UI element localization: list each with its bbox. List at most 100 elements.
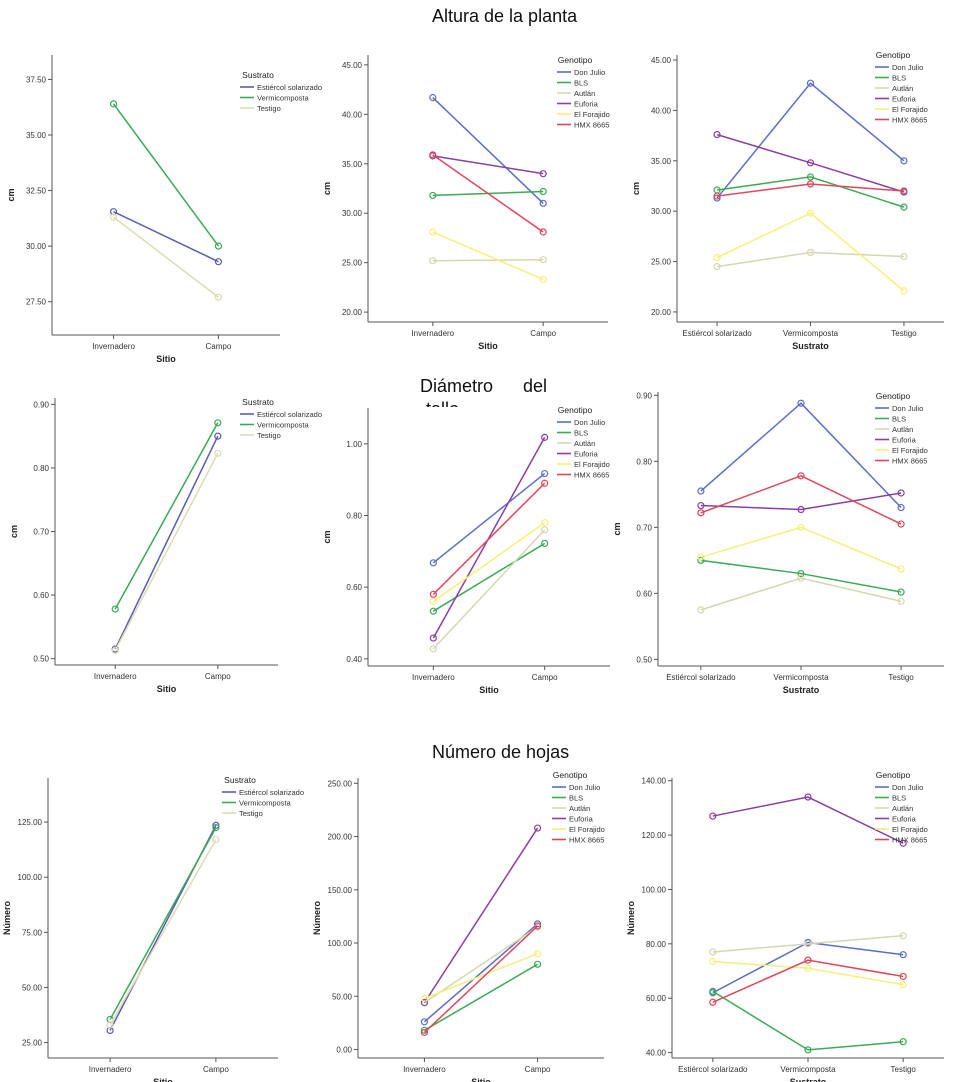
series-line-bls: [712, 990, 904, 1051]
data-point-autlan: [539, 256, 547, 264]
y-tick-label: 35.00: [26, 131, 47, 140]
legend-label: BLS: [892, 415, 906, 424]
data-point-bls: [533, 960, 542, 968]
y-tick-label: 0.50: [636, 655, 652, 664]
data-point-bls: [899, 1038, 907, 1046]
y-tick-label: 0.90: [636, 391, 652, 400]
x-tick-label: Vermicomposta: [783, 329, 839, 338]
legend-label: Don Julio: [892, 783, 923, 792]
y-tick-label: 0.70: [33, 528, 49, 537]
x-tick-label: Testigo: [891, 329, 917, 338]
data-point-bls: [429, 607, 437, 615]
data-point-vermicomposta: [214, 242, 223, 250]
legend-label: Don Julio: [892, 63, 923, 72]
x-tick-label: Estiércol solarizado: [678, 1065, 748, 1074]
y-tick-label: 37.50: [26, 75, 47, 84]
y-tick-label: 0.70: [636, 523, 652, 532]
y-tick-label: 27.50: [26, 298, 47, 307]
data-point-autlan: [429, 257, 437, 265]
legend-label: El Forajido: [892, 105, 928, 114]
series-line-vermicomposta: [109, 827, 217, 1020]
data-point-euforia: [806, 159, 815, 167]
legend-label: BLS: [574, 429, 588, 438]
series-line-don-julio: [712, 941, 904, 994]
series-line-el-forajido: [432, 231, 544, 281]
data-point-el-forajido: [539, 275, 547, 284]
x-axis-title: Sitio: [153, 1077, 173, 1082]
y-tick-label: 100.00: [642, 885, 667, 894]
data-point-hmx-8665: [697, 509, 705, 517]
series-line-bls: [700, 559, 902, 593]
legend-label: HMX 8665: [892, 836, 927, 845]
y-axis-title: cm: [322, 530, 332, 543]
series-line-hmx-8665: [423, 925, 539, 1033]
data-point-autlan: [713, 262, 721, 271]
y-tick-label: 30.00: [651, 207, 672, 216]
data-point-autlan: [804, 940, 812, 948]
data-point-el-forajido: [806, 209, 815, 217]
data-point-hmx-8665: [539, 228, 547, 236]
data-point-autlan: [897, 597, 905, 605]
legend-label: BLS: [574, 79, 588, 88]
data-point-don-julio: [797, 399, 805, 407]
legend-label: BLS: [569, 794, 583, 803]
series-line-estiercol-solarizado: [114, 435, 219, 650]
y-tick-label: 45.00: [342, 61, 363, 70]
data-point-euforia: [899, 839, 907, 847]
legend-label: HMX 8665: [574, 121, 609, 130]
y-axis-title: cm: [322, 182, 332, 195]
legend-title: Genotipo: [876, 50, 911, 60]
data-point-vermicomposta: [109, 100, 118, 108]
data-point-autlan: [806, 248, 815, 257]
x-axis-title: Sitio: [471, 1077, 491, 1082]
data-point-autlan: [709, 948, 717, 956]
x-axis-title: Sitio: [157, 684, 177, 694]
series-line-el-forajido: [712, 960, 904, 986]
y-tick-label: 20.00: [342, 308, 363, 317]
legend-label: Autlán: [574, 89, 595, 98]
series-line-autlan: [716, 251, 904, 268]
series-line-autlan: [432, 258, 544, 262]
data-point-vermicomposta: [212, 824, 220, 832]
series-line-el-forajido: [432, 522, 546, 603]
legend-label: Estiércol solarizado: [239, 788, 304, 797]
legend-label: Vermicomposta: [257, 421, 310, 430]
legend-label: El Forajido: [569, 825, 605, 834]
data-point-bls: [709, 987, 717, 995]
series-line-testigo: [113, 216, 219, 298]
series-line-autlan: [712, 934, 904, 953]
data-point-bls: [541, 539, 549, 548]
data-point-hmx-8665: [804, 956, 812, 964]
x-axis-title: Sustrato: [792, 341, 829, 351]
series-line-euforia: [432, 437, 546, 639]
y-tick-label: 25.00: [342, 259, 363, 268]
y-tick-label: 1.00: [346, 440, 362, 449]
data-point-el-forajido: [709, 957, 717, 966]
data-point-autlan: [541, 526, 549, 534]
x-tick-label: Testigo: [891, 1065, 917, 1074]
legend-label: Autlán: [892, 804, 913, 813]
y-axis-title: Número: [626, 901, 636, 936]
legend-title: Genotipo: [553, 770, 588, 780]
section-title-numero-hojas: Número de hojas: [432, 742, 570, 762]
data-point-el-forajido: [697, 553, 705, 561]
data-point-euforia: [541, 433, 549, 441]
series-line-don-julio: [716, 82, 905, 199]
legend-label: Don Julio: [892, 404, 923, 413]
data-point-hmx-8665: [429, 590, 437, 598]
legend-label: HMX 8665: [574, 471, 609, 480]
y-tick-label: 80.00: [646, 940, 667, 949]
legend-label: HMX 8665: [569, 836, 604, 845]
section-title-diametro: Diámetro del: [420, 376, 548, 396]
x-tick-label: Campo: [205, 672, 231, 681]
data-point-don-julio: [539, 199, 547, 207]
data-point-hmx-8665: [713, 192, 721, 200]
data-point-el-forajido: [429, 597, 437, 606]
legend-label: Autlán: [574, 439, 595, 448]
y-tick-label: 0.90: [33, 400, 49, 409]
x-tick-label: Campo: [530, 329, 556, 338]
data-point-hmx-8665: [899, 972, 907, 981]
